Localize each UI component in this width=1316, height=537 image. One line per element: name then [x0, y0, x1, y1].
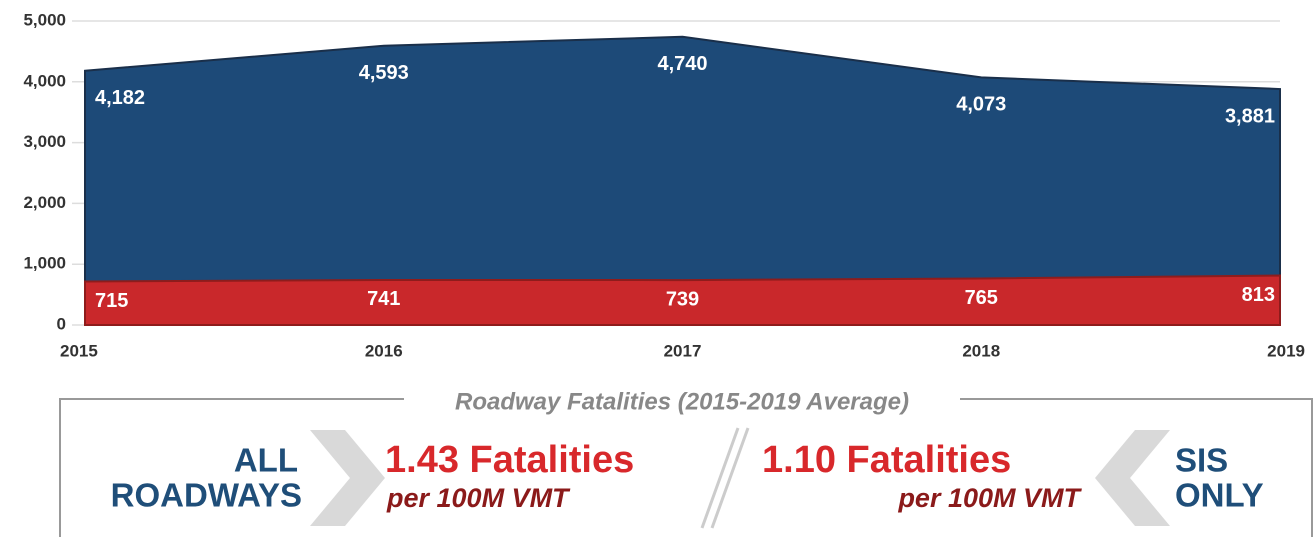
value-label: 765	[965, 287, 998, 309]
value-label: 715	[95, 290, 128, 312]
x-tick-label: 2019	[1267, 341, 1305, 360]
summary-title: Roadway Fatalities (2015-2019 Average)	[455, 388, 909, 415]
chevron	[1095, 430, 1170, 526]
value-label: 813	[1242, 284, 1275, 306]
value-label: 4,073	[956, 94, 1006, 116]
value-label: 4,593	[359, 62, 409, 84]
x-tick-label: 2018	[962, 341, 1000, 360]
y-tick-label: 5,000	[23, 10, 66, 29]
x-tick-label: 2017	[664, 341, 702, 360]
value-label: 4,740	[657, 53, 707, 75]
value-label: 3,881	[1225, 105, 1275, 127]
x-tick-label: 2015	[60, 341, 98, 360]
chevron	[310, 430, 385, 526]
y-tick-label: 4,000	[23, 71, 66, 90]
divider	[710, 427, 750, 529]
y-tick-label: 3,000	[23, 132, 66, 151]
label-line: ONLY	[1175, 477, 1264, 514]
area	[84, 274, 1281, 326]
rate: 1.10 Fatalities	[762, 439, 1011, 481]
value-label: 741	[367, 288, 400, 310]
label-line: ALL	[234, 442, 298, 479]
label-line: ROADWAYS	[111, 477, 302, 514]
value-label: 739	[666, 288, 699, 310]
value-label: 4,182	[95, 87, 145, 109]
y-tick-label: 2,000	[23, 193, 66, 212]
title-backdrop	[404, 385, 960, 421]
rate-unit: per 100M VMT	[897, 483, 1082, 513]
rate-unit: per 100M VMT	[386, 483, 571, 513]
y-tick-label: 0	[57, 314, 66, 333]
y-tick-label: 1,000	[23, 254, 66, 273]
divider	[700, 427, 740, 529]
x-tick-label: 2016	[365, 341, 403, 360]
label-line: SIS	[1175, 442, 1228, 479]
rate: 1.43 Fatalities	[385, 439, 634, 481]
